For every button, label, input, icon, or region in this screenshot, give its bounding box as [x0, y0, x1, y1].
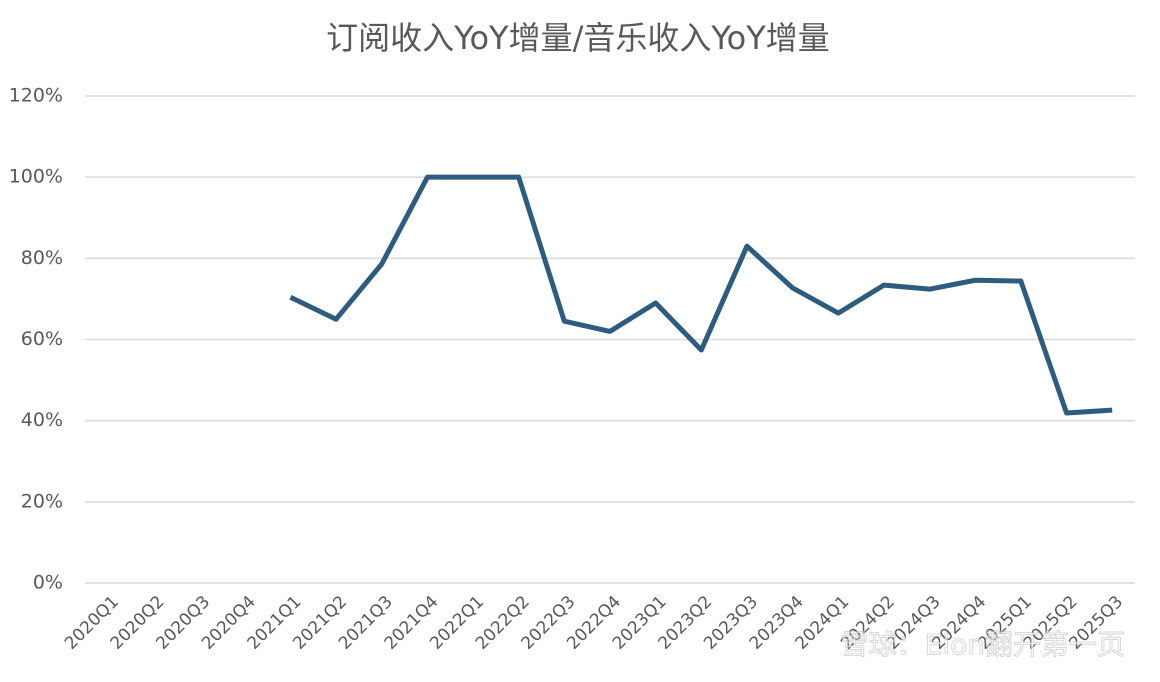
y-tick-label: 20%	[21, 490, 63, 512]
y-tick-label: 0%	[33, 572, 63, 594]
watermark: 雪球：Elon翻开第一页	[841, 628, 1125, 661]
chart-title: 订阅收入YoY增量/音乐收入YoY增量	[326, 19, 830, 57]
y-tick-label: 60%	[21, 328, 63, 350]
y-tick-label: 40%	[21, 409, 63, 431]
y-tick-label: 100%	[9, 166, 63, 188]
y-tick-label: 120%	[9, 85, 63, 107]
data-line	[289, 174, 1113, 416]
y-tick-label: 80%	[21, 247, 63, 269]
